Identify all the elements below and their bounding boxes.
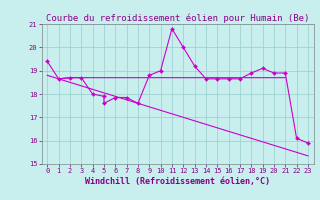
Title: Courbe du refroidissement éolien pour Humain (Be): Courbe du refroidissement éolien pour Hu… — [46, 14, 309, 23]
X-axis label: Windchill (Refroidissement éolien,°C): Windchill (Refroidissement éolien,°C) — [85, 177, 270, 186]
